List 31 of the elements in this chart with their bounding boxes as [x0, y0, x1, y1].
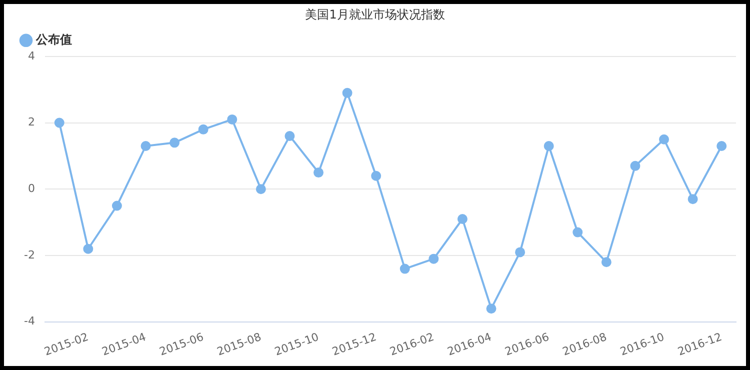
point: [140, 141, 151, 151]
point: [630, 160, 640, 171]
y-tick-label: 2: [28, 116, 35, 129]
point: [515, 247, 526, 258]
point: [572, 227, 583, 238]
point: [544, 141, 554, 151]
point: [428, 254, 439, 264]
point: [601, 257, 612, 268]
point: [112, 200, 122, 211]
point: [227, 114, 238, 124]
point: [688, 194, 698, 204]
point: [83, 244, 94, 254]
y-tick-label: 4: [28, 49, 35, 62]
y-tick-label: 0: [28, 182, 35, 195]
point: [198, 124, 208, 134]
point: [716, 141, 727, 151]
point: [314, 168, 324, 178]
point: [371, 170, 382, 181]
point: [342, 88, 352, 98]
point: [659, 134, 670, 144]
y-tick-label: -4: [24, 314, 35, 328]
point: [486, 304, 496, 314]
point: [256, 184, 266, 194]
point: [457, 214, 468, 224]
point: [284, 131, 295, 142]
legend-label: 公布值: [35, 32, 72, 47]
point: [54, 118, 64, 128]
point: [170, 138, 180, 148]
chart-title: 美国1月就业市场状况指数: [305, 7, 445, 22]
y-tick-label: -2: [24, 248, 35, 262]
point: [400, 264, 410, 274]
